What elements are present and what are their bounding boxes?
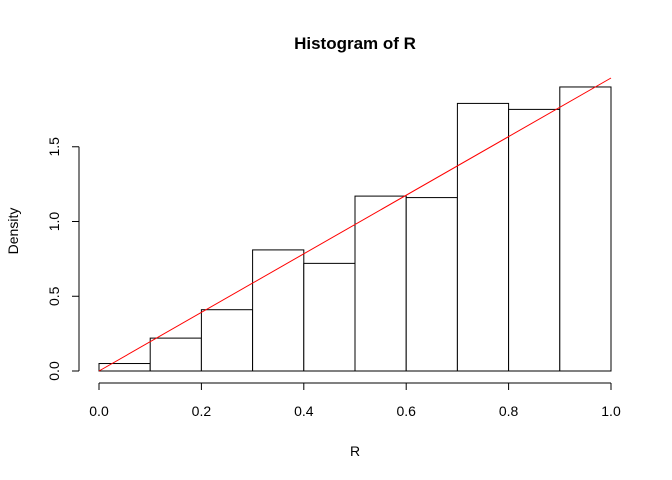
histogram-bar-9 [559,86,612,372]
x-axis: 0.0 0.2 0.4 0.6 0.8 1.0 [89,382,621,419]
histogram-bar-8 [508,108,561,372]
x-tick-label: 1.0 [601,403,621,419]
x-tick-label: 0.0 [89,403,109,419]
y-tick-label: 0.5 [46,286,62,306]
histogram-bar-6 [405,197,458,372]
x-axis-label: R [350,443,360,459]
y-axis: 0.0 0.5 1.0 1.5 [46,137,80,381]
histogram-bar-0 [98,363,151,372]
y-tick-label: 0.0 [46,361,62,381]
histogram-bar-3 [252,249,305,372]
histogram-bar-1 [149,337,202,372]
reference-line-group [98,77,612,372]
x-tick-label: 0.6 [396,403,416,419]
x-tick-label: 0.4 [294,403,314,419]
y-tick-label: 1.0 [46,212,62,232]
x-tick-label: 0.8 [499,403,519,419]
y-axis-label: Density [5,208,21,255]
reference-line [98,77,612,372]
x-tick-label: 0.2 [192,403,212,419]
histogram-bar-7 [456,102,510,372]
chart-title: Histogram of R [294,34,416,53]
histogram-bar-4 [303,262,356,372]
bars-group [98,86,612,372]
y-tick-label: 1.5 [46,137,62,157]
histogram-bar-5 [354,195,407,372]
histogram-bar-2 [200,309,254,372]
